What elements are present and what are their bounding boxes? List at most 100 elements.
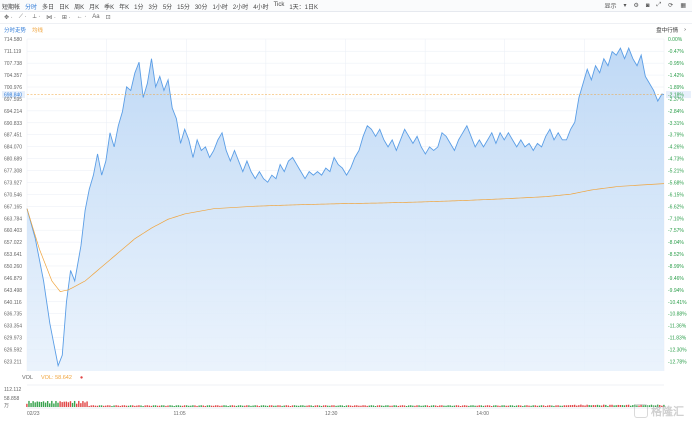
tab-3[interactable]: 日K: [59, 5, 70, 11]
tab-15[interactable]: 4小时: [253, 5, 269, 11]
drawing-tool-4[interactable]: ⊞ ·: [61, 15, 71, 21]
intraday-chart[interactable]: 698.840 -2.18% 714.580 711.119 707.738 704.3…: [0, 35, 692, 424]
tab-14[interactable]: 2小时: [232, 5, 249, 11]
chevron-down-icon[interactable]: ▾: [623, 3, 627, 9]
volume-bar: [607, 405, 609, 407]
volume-bar: [98, 405, 101, 407]
volume-bar: [407, 405, 410, 407]
volume-bar: [78, 400, 80, 407]
y-left-tick: 680.689: [4, 157, 22, 163]
volume-bar: [503, 405, 505, 407]
volume-bar: [339, 405, 341, 407]
y-right-tick: -4.73%: [668, 157, 684, 163]
y-left-tick: 657.022: [4, 240, 22, 246]
volume-bar: [507, 405, 509, 407]
y-right-tick: -7.10%: [668, 216, 684, 222]
y-left-tick: 667.165: [4, 204, 22, 210]
volume-bar: [642, 405, 644, 407]
volume-bar: [235, 405, 238, 407]
tab-5[interactable]: 月K: [89, 5, 100, 11]
tab-0[interactable]: 短期帐: [2, 5, 21, 11]
volume-bar: [345, 405, 348, 407]
volume-bar: [26, 403, 28, 407]
volume-bar: [648, 405, 651, 407]
trend-label: 分时走势: [4, 28, 27, 34]
drawing-tool-5[interactable]: ← ·: [76, 14, 87, 20]
volume-bar: [414, 405, 416, 407]
y-left-tick: 694.214: [4, 109, 22, 115]
volume-bar: [30, 403, 32, 407]
volume-bar: [86, 401, 88, 407]
fullscreen-icon[interactable]: ⤢: [656, 2, 662, 8]
volume-bar: [55, 400, 57, 407]
grid-layout-icon[interactable]: ▦: [680, 3, 686, 9]
tab-8[interactable]: 1分: [134, 5, 144, 11]
volume-bar: [356, 405, 358, 407]
drawing-tool-6[interactable]: Aa: [92, 14, 100, 20]
tab-12[interactable]: 30分: [194, 5, 208, 11]
market-quotes-button[interactable]: 盘中行情: [656, 28, 679, 34]
volume-bar: [447, 405, 449, 407]
drawing-tool-3[interactable]: ⋈ ·: [46, 15, 56, 21]
drawing-tool-7[interactable]: ⊡: [105, 15, 111, 21]
drawing-tool-1[interactable]: ⟋ ·: [18, 14, 27, 20]
tab-16[interactable]: Tick: [273, 2, 285, 8]
drawing-tool-0[interactable]: ✥ ·: [4, 15, 13, 21]
tab-9[interactable]: 3分: [148, 5, 158, 11]
volume-bar: [188, 405, 190, 407]
refresh-icon[interactable]: ⟳: [668, 3, 674, 9]
y-left-tick: 646.879: [4, 276, 22, 282]
volume-bar: [611, 404, 613, 407]
volume-bar: [571, 405, 574, 407]
volume-bar: [449, 405, 451, 407]
tab-17[interactable]: 1天：1日K: [289, 5, 319, 11]
volume-bar: [378, 405, 381, 407]
y-left-tick: 650.260: [4, 264, 22, 270]
x-tick-label: 12:30: [325, 411, 338, 417]
y-left-tick: 626.592: [4, 348, 22, 354]
tab-10[interactable]: 5分: [162, 5, 173, 11]
volume-bar: [534, 405, 536, 407]
volume-bar: [385, 405, 387, 407]
volume-bar: [335, 405, 337, 407]
display-menu[interactable]: 显示: [604, 4, 617, 10]
volume-bar: [580, 404, 582, 407]
camera-icon[interactable]: ◙: [645, 2, 650, 9]
current-pct-badge: [666, 91, 691, 99]
volume-bar: [528, 405, 530, 407]
volume-bar: [351, 405, 354, 407]
y-right-tick: -5.68%: [668, 180, 684, 186]
settings-icon[interactable]: ⚙: [633, 3, 639, 9]
volume-bar: [520, 405, 522, 407]
volume-bar: [368, 405, 370, 407]
volume-bar: [127, 405, 130, 407]
tab-2[interactable]: 多日: [42, 5, 55, 11]
tab-7[interactable]: 年K: [119, 5, 130, 11]
volume-bar: [314, 405, 317, 407]
volume-bar: [497, 405, 499, 407]
tab-13[interactable]: 1小时: [212, 5, 228, 11]
tab-1[interactable]: 分时: [25, 5, 38, 11]
time-axis: 02/23 11:05 12:30 14:00: [27, 407, 664, 417]
volume-bar: [511, 405, 514, 407]
tab-11[interactable]: 15分: [177, 5, 190, 11]
volume-bar: [264, 405, 267, 407]
drawing-tool-2[interactable]: ⟂ ·: [32, 14, 41, 20]
y-left-tick: 629.973: [4, 336, 22, 342]
chevron-right-icon[interactable]: ›: [684, 27, 686, 33]
volume-bar: [501, 405, 503, 407]
volume-bar: [499, 405, 501, 407]
volume-bar: [254, 405, 256, 407]
volume-bar: [38, 401, 41, 407]
volume-bar: [285, 405, 287, 407]
volume-bar: [71, 402, 74, 407]
volume-bar: [600, 405, 603, 407]
volume-bar: [613, 405, 615, 407]
volume-bar: [271, 405, 273, 407]
volume-bar: [300, 405, 302, 407]
tab-6[interactable]: 季K: [104, 5, 115, 11]
volume-bar: [125, 405, 128, 407]
volume-bar: [302, 405, 304, 407]
volume-bar: [490, 406, 493, 407]
tab-4[interactable]: 周K: [74, 5, 85, 11]
